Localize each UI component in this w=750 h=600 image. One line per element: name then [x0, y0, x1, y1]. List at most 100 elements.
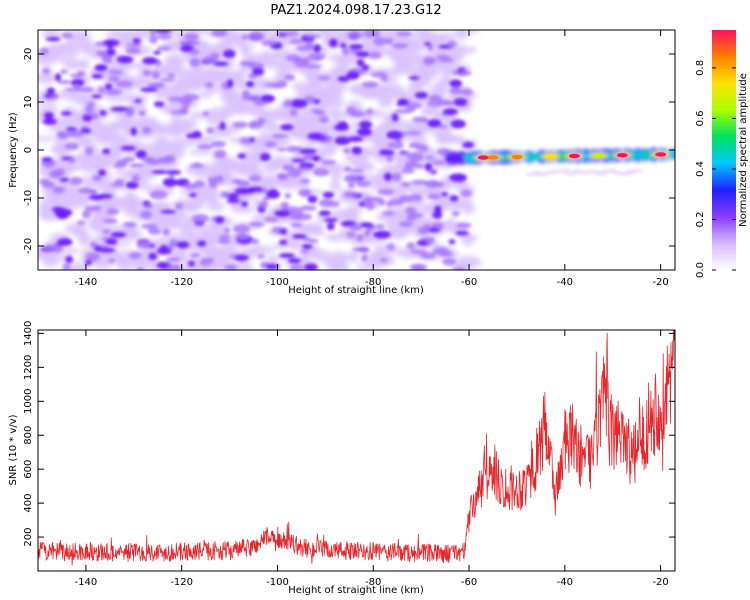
noise-core — [165, 169, 182, 175]
noise-core — [313, 44, 322, 53]
noise-core — [108, 69, 124, 75]
noise-core — [134, 98, 142, 103]
noise-core — [47, 87, 55, 95]
snr-x-label: Height of straight line (km) — [288, 585, 424, 596]
noise-blob — [165, 223, 187, 230]
noise-core — [219, 234, 231, 240]
noise-core — [405, 160, 418, 167]
noise-core — [110, 182, 125, 187]
noise-blob — [65, 222, 86, 234]
noise-core — [163, 178, 178, 187]
noise-blob — [63, 59, 90, 70]
noise-core — [455, 222, 472, 229]
noise-core — [361, 64, 370, 71]
noise-core — [241, 35, 249, 40]
noise-core — [166, 244, 175, 250]
noise-core — [378, 149, 395, 156]
noise-core — [41, 157, 53, 162]
noise-core — [234, 233, 251, 240]
noise-core — [217, 239, 231, 244]
noise-blob — [307, 82, 324, 94]
noise-core — [421, 117, 429, 123]
noise-core — [289, 214, 303, 220]
noise-core — [289, 264, 305, 270]
noise-core — [96, 50, 108, 57]
noise-blob — [247, 53, 276, 66]
noise-core — [153, 50, 162, 55]
spectrogram-y-label: Frequency (Hz) — [8, 112, 19, 188]
noise-core — [183, 33, 199, 41]
noise-core — [279, 228, 288, 235]
noise-core — [125, 181, 139, 189]
noise-core — [380, 76, 389, 82]
y-tick-label: 800 — [23, 426, 34, 445]
noise-core — [300, 249, 309, 254]
noise-blob — [50, 194, 74, 205]
noise-blob — [67, 262, 90, 270]
noise-core — [85, 146, 93, 156]
noise-core — [57, 80, 72, 85]
noise-core — [424, 162, 433, 172]
noise-core — [386, 154, 394, 163]
x-tick-label: -60 — [461, 277, 477, 288]
noise-core — [248, 121, 255, 129]
noise-blob — [341, 211, 360, 221]
noise-core — [361, 254, 368, 262]
noise-core — [43, 112, 54, 120]
noise-core — [410, 179, 429, 186]
noise-blob — [300, 252, 311, 262]
noise-blob — [260, 181, 282, 188]
noise-core — [237, 153, 246, 159]
noise-core — [140, 87, 158, 93]
noise-core — [317, 75, 331, 81]
y-tick-label: 200 — [23, 528, 34, 547]
noise-blob — [135, 116, 157, 127]
colorbar-tick-label: 0.2 — [695, 212, 706, 228]
band-peak — [511, 154, 523, 160]
noise-core — [343, 174, 360, 183]
noise-core — [356, 59, 365, 67]
noise-core — [224, 227, 231, 234]
noise-core — [289, 99, 308, 108]
noise-blob — [429, 66, 456, 72]
noise-core — [189, 253, 201, 258]
noise-core — [431, 160, 445, 165]
figure-title: PAZ1.2024.098.17.23.G12 — [270, 3, 441, 18]
noise-core — [346, 70, 360, 80]
noise-core — [103, 229, 110, 235]
noise-blob — [154, 135, 169, 143]
colorbar-tick-label: 0.0 — [695, 262, 706, 278]
y-tick-label: 10 — [23, 96, 34, 109]
noise-core — [391, 113, 399, 122]
noise-blob — [94, 212, 114, 220]
noise-blob — [329, 73, 344, 85]
noise-core — [391, 172, 402, 182]
noise-core — [91, 74, 103, 79]
noise-blob — [380, 30, 400, 42]
noise-core — [384, 38, 394, 45]
noise-blob — [306, 74, 319, 85]
noise-core — [312, 168, 330, 177]
noise-blob — [38, 135, 56, 141]
noise-core — [280, 123, 294, 131]
noise-core — [348, 136, 364, 143]
x-tick-label: -120 — [170, 577, 193, 588]
noise-core — [441, 192, 449, 197]
colorbar-tick-label: 0.8 — [695, 60, 706, 76]
noise-core — [94, 245, 102, 252]
noise-core — [251, 67, 265, 76]
noise-blob — [171, 210, 188, 221]
noise-core — [142, 70, 152, 76]
noise-core — [343, 148, 351, 154]
noise-core — [351, 146, 363, 155]
noise-core — [391, 43, 409, 49]
noise-blob — [188, 148, 213, 156]
noise-core — [52, 186, 66, 194]
noise-core — [107, 42, 114, 49]
noise-core — [329, 38, 338, 48]
noise-core — [301, 244, 313, 250]
noise-core — [108, 75, 120, 82]
noise-core — [292, 233, 307, 239]
y-tick-label: 1000 — [23, 389, 34, 414]
